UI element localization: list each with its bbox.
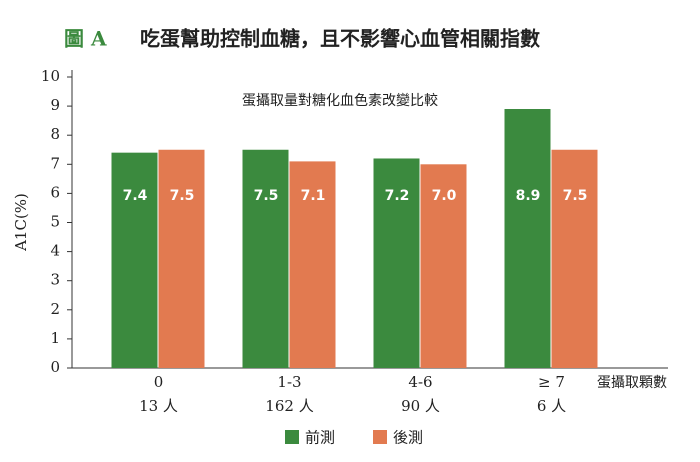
x-axis-label: 蛋攝取顆數 [597, 375, 667, 391]
y-tick-label: 2 [50, 300, 60, 318]
y-axis-label: A1C(%) [12, 193, 30, 252]
chart-subtitle: 蛋攝取量對糖化血色素改變比較 [242, 92, 438, 109]
x-tick-label: ≥ 7 [538, 373, 565, 391]
value-label: 7.5 [170, 188, 195, 204]
y-tick-label: 10 [41, 67, 60, 85]
value-label: 7.4 [123, 188, 148, 204]
value-label: 8.9 [516, 188, 541, 204]
y-tick-label: 9 [50, 96, 60, 114]
value-label: 7.1 [301, 188, 326, 204]
bar [158, 149, 205, 368]
bar [111, 152, 158, 368]
sample-size-label: 6 人 [537, 397, 566, 415]
value-label: 7.5 [254, 188, 279, 204]
x-tick-label: 1-3 [277, 373, 301, 391]
y-tick-label: 8 [50, 125, 60, 143]
value-label: 7.2 [385, 188, 410, 204]
bar [242, 149, 289, 368]
y-tick-label: 1 [50, 329, 60, 347]
sample-size-label: 162 人 [265, 397, 313, 415]
bar [373, 158, 420, 368]
value-label: 7.0 [432, 188, 457, 204]
chart-title: 吃蛋幫助控制血糖，且不影響心血管相關指數 [140, 27, 540, 51]
sample-size-label: 13 人 [139, 397, 178, 415]
legend-label: 後測 [393, 429, 423, 447]
bar [420, 164, 467, 368]
bar [504, 109, 551, 368]
figure-label: 圖 A [64, 27, 107, 51]
legend-label: 前測 [305, 429, 335, 447]
legend-swatch [373, 430, 387, 444]
sample-size-label: 90 人 [401, 397, 440, 415]
y-tick-label: 3 [50, 271, 60, 289]
y-tick-label: 5 [50, 213, 60, 231]
y-tick-label: 7 [50, 154, 60, 172]
y-tick-label: 6 [50, 183, 60, 201]
x-tick-label: 4-6 [408, 373, 432, 391]
y-tick-label: 4 [50, 242, 60, 260]
bar [551, 149, 598, 368]
value-label: 7.5 [563, 188, 588, 204]
y-tick-label: 0 [50, 358, 60, 376]
x-tick-label: 0 [154, 373, 164, 391]
bar [289, 161, 336, 368]
legend-swatch [285, 430, 299, 444]
